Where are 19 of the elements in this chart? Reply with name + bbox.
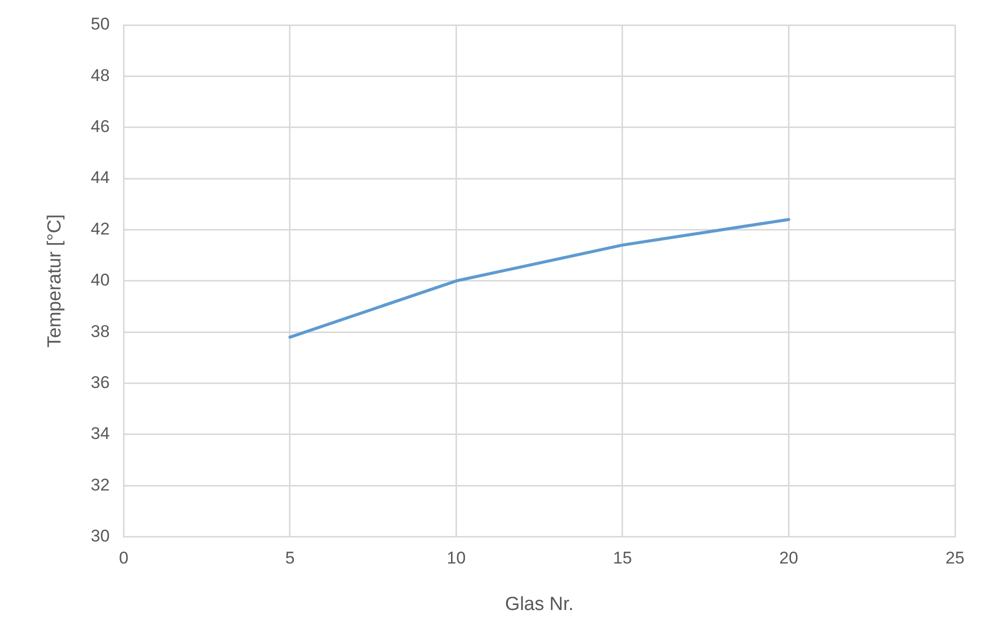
y-tick-label: 42 — [90, 219, 110, 238]
x-tick-label: 0 — [118, 548, 128, 568]
y-tick-label: 48 — [90, 66, 110, 85]
y-tick-label: 40 — [90, 270, 110, 290]
x-tick-label: 25 — [946, 548, 964, 568]
y-tick-label: 30 — [90, 526, 110, 546]
x-tick-label: 5 — [285, 548, 295, 568]
y-tick-label: 44 — [90, 168, 110, 188]
y-tick-label: 34 — [90, 424, 110, 444]
y-tick-label: 50 — [90, 14, 110, 34]
y-axis-title: Temperatur [°C] — [44, 214, 66, 348]
y-tick-label: 38 — [90, 322, 110, 341]
y-tick-label: 46 — [90, 117, 110, 136]
x-tick-label: 10 — [446, 548, 466, 568]
y-tick-label: 36 — [90, 372, 110, 392]
x-axis-title: Glas Nr. — [505, 594, 574, 615]
x-tick-label: 15 — [613, 548, 632, 568]
y-tick-label: 32 — [90, 475, 110, 494]
x-tick-label: 20 — [779, 548, 798, 568]
